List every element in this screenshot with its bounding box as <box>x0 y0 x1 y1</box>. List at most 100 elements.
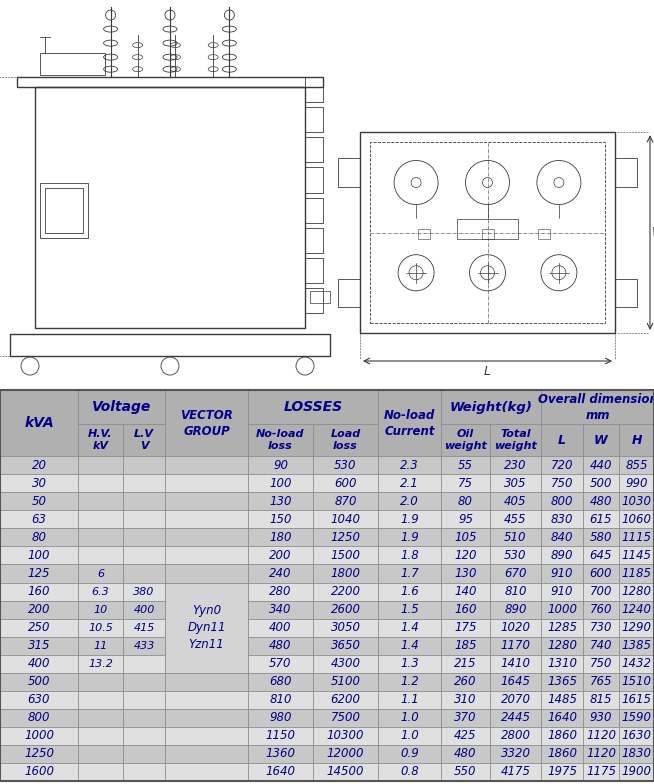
Bar <box>541 673 583 691</box>
Text: 1432: 1432 <box>621 657 651 670</box>
Bar <box>0 673 78 691</box>
Bar <box>541 709 583 727</box>
Text: L: L <box>484 365 491 378</box>
Text: LOSSES: LOSSES <box>283 400 343 414</box>
Bar <box>248 745 313 763</box>
Bar <box>541 583 583 601</box>
Bar <box>248 424 313 456</box>
Bar <box>123 763 165 781</box>
Bar <box>378 673 441 691</box>
Text: 200: 200 <box>27 603 50 616</box>
Text: 1.6: 1.6 <box>400 585 419 598</box>
Bar <box>248 709 313 727</box>
Bar <box>360 132 615 333</box>
Bar <box>490 655 541 673</box>
Bar <box>305 137 323 162</box>
Text: Load
loss: Load loss <box>330 429 360 452</box>
Bar <box>78 637 123 655</box>
Bar <box>441 745 490 763</box>
Text: 7500: 7500 <box>330 711 360 724</box>
Bar <box>123 709 165 727</box>
Bar <box>490 727 541 745</box>
Bar <box>248 673 313 691</box>
Text: 1975: 1975 <box>547 765 577 779</box>
Bar <box>123 474 165 492</box>
Bar <box>541 474 583 492</box>
Bar <box>78 709 123 727</box>
Text: 1900: 1900 <box>621 765 651 779</box>
Text: 1020: 1020 <box>500 621 530 634</box>
Bar <box>619 492 654 510</box>
Bar <box>35 87 305 328</box>
Bar <box>0 583 78 601</box>
Text: 890: 890 <box>551 549 574 562</box>
Bar <box>490 528 541 546</box>
Bar <box>378 390 441 456</box>
Bar <box>619 727 654 745</box>
Bar <box>583 528 619 546</box>
Text: 280: 280 <box>269 585 292 598</box>
Bar <box>313 655 378 673</box>
Bar <box>165 474 248 492</box>
Bar <box>490 745 541 763</box>
Bar <box>441 637 490 655</box>
Bar <box>123 637 165 655</box>
Text: 4300: 4300 <box>330 657 360 670</box>
Bar <box>441 564 490 583</box>
Text: 1600: 1600 <box>24 765 54 779</box>
Bar <box>490 691 541 709</box>
Bar <box>538 229 549 238</box>
Text: 315: 315 <box>27 639 50 652</box>
Bar <box>583 655 619 673</box>
Text: 855: 855 <box>625 459 647 472</box>
Text: 150: 150 <box>269 513 292 526</box>
Text: 1060: 1060 <box>621 513 651 526</box>
Text: 1590: 1590 <box>621 711 651 724</box>
Text: 1115: 1115 <box>621 531 651 544</box>
Bar <box>583 691 619 709</box>
Bar <box>490 763 541 781</box>
Text: 1150: 1150 <box>266 729 296 742</box>
Text: 75: 75 <box>458 477 473 490</box>
Bar <box>619 528 654 546</box>
Bar <box>541 745 583 763</box>
Bar <box>619 655 654 673</box>
Text: 1.8: 1.8 <box>400 549 419 562</box>
Bar <box>78 492 123 510</box>
Text: Total
weight: Total weight <box>494 429 537 452</box>
Text: 260: 260 <box>455 675 477 688</box>
Text: H.V.
kV: H.V. kV <box>88 429 112 452</box>
Bar <box>490 583 541 601</box>
Text: 1645: 1645 <box>500 675 530 688</box>
Bar <box>248 655 313 673</box>
Bar <box>123 510 165 528</box>
Bar <box>378 456 441 474</box>
Bar <box>123 583 165 601</box>
Bar <box>313 763 378 781</box>
Bar <box>313 492 378 510</box>
Text: 400: 400 <box>269 621 292 634</box>
Bar <box>78 655 123 673</box>
Text: kVA: kVA <box>24 416 54 430</box>
Text: L: L <box>558 434 566 447</box>
Bar <box>490 673 541 691</box>
Bar <box>441 583 490 601</box>
Bar <box>165 456 248 474</box>
Bar <box>78 763 123 781</box>
Bar <box>248 528 313 546</box>
Bar <box>583 727 619 745</box>
Bar <box>78 546 123 564</box>
Text: 1120: 1120 <box>586 747 616 760</box>
Bar <box>123 673 165 691</box>
Bar <box>123 601 165 619</box>
Bar <box>583 583 619 601</box>
Text: 990: 990 <box>625 477 647 490</box>
Bar <box>123 424 165 456</box>
Text: 1360: 1360 <box>266 747 296 760</box>
Text: 310: 310 <box>455 693 477 706</box>
Bar <box>165 691 248 709</box>
Bar <box>441 546 490 564</box>
Bar <box>615 158 637 187</box>
Text: 750: 750 <box>590 657 612 670</box>
Text: 1.4: 1.4 <box>400 621 419 634</box>
